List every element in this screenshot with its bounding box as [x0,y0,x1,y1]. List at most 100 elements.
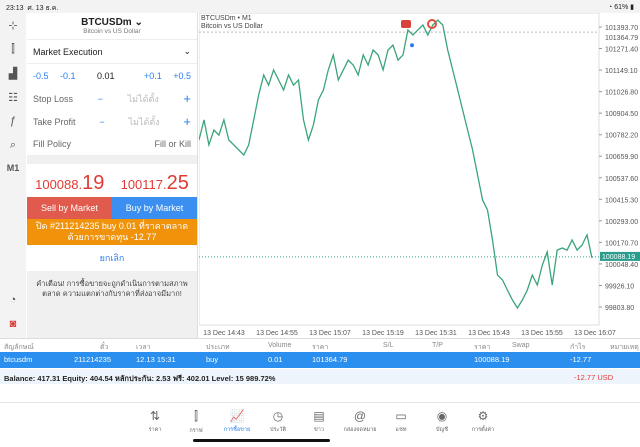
left-toolbar: ⊹ ⫿ ▟ ☷ ƒ ⌕ M1 ◔ ◙ [0,13,26,338]
nav-label: บัญชี [436,427,448,433]
balance-bar: Balance: 417.31 Equity: 404.54 หลักประกั… [0,369,640,384]
trade-chart-icon[interactable]: ◔ [9,294,17,306]
stop-loss-label: Stop Loss [33,93,74,104]
one-click-icon[interactable]: ◙ [9,318,17,330]
fill-policy-select[interactable]: Fill or Kill [154,139,191,149]
indicators-icon[interactable]: ▟ [8,68,18,80]
ask-main: 100117. [120,177,167,192]
clock: 23:13 [6,5,24,12]
x-tick-label: 13 Dec 15:07 [309,330,351,337]
y-tick-label: 100659.90 [605,154,638,161]
execution-label: Market Execution [33,46,103,57]
column-header[interactable]: T/P [432,342,443,349]
nav-chat[interactable]: ▭ แชท [381,409,421,434]
y-tick-label: 99926.10 [605,283,634,290]
table-cell: 12.13 15:31 [136,355,176,364]
nav-trade[interactable]: 📈 การซื้อขาย [217,409,257,434]
table-row[interactable]: btcusdm 211214235 12.13 15:31 buy 0.01 101364… [0,352,640,368]
nav-label: การตั้งค่า [471,427,495,433]
take-profit-label: Take Profit [33,116,76,127]
objects-icon[interactable]: ⌕ [9,139,17,151]
table-cell: 101364.79 [312,355,348,364]
battery: ◔ 61% ▮ [608,4,634,11]
column-header[interactable]: Swap [512,342,530,349]
column-header[interactable]: ตั๋ว [100,344,109,351]
y-tick-label: 101393.70 [605,25,638,32]
column-header[interactable]: สัญลักษณ์ [4,344,34,351]
buy-button[interactable]: Buy by Market [112,197,197,219]
account-icon: ◉ [436,409,448,423]
column-header[interactable]: ราคา [312,344,329,351]
step-plus-0-5[interactable]: +0.5 [173,70,191,81]
stop-loss-input[interactable]: ไม่ได้ตั้ง [127,93,159,104]
chart-icon: ⫿ [194,409,198,423]
function-icon[interactable]: ƒ [9,115,17,127]
chevron-down-icon: ⌄ [183,46,191,56]
symbol-selector[interactable]: BTCUSDm ⌄ Bitcoin vs US Dollar [27,13,197,40]
chevron-down-icon: ⌄ [134,17,143,28]
bid-price: 100088.19 [35,172,104,195]
table-cell: -12.77 [570,355,592,364]
y-tick-label: 100170.70 [605,240,638,247]
nav-mail[interactable]: @ กล่องจดหมาย [340,409,380,434]
timeframe[interactable]: M1 [6,163,20,173]
step-minus-0-1[interactable]: -0.1 [59,70,76,81]
tp-plus-button[interactable]: + [183,114,191,129]
bid-main: 100088. [35,177,83,192]
nav-label: ประวัติ [269,427,287,433]
last-price-badge [600,251,640,261]
nav-settings[interactable]: ⚙ การตั้งค่า [463,409,503,434]
tp-minus-button[interactable]: − [99,116,105,127]
status-bar: 23:13 ศ. 13 ธ.ค. ◔ 61% ▮ [0,0,640,13]
column-header[interactable]: กำไร [570,344,586,351]
open-price-label: 101364.79 [605,35,638,42]
column-header[interactable]: ประเภท [206,344,230,351]
positions-header: สัญลักษณ์ ตั๋ว เวลา ประเภท Volume ราคา S/L T/P ร… [0,338,640,352]
column-header[interactable]: เวลา [136,344,151,351]
y-tick-label: 100415.30 [605,197,638,204]
chart-title: BTCUSDm • M1 [201,15,252,22]
step-minus-0-5[interactable]: -0.5 [33,70,49,81]
chat-icon: ▭ [395,409,407,423]
nav-label: ข่าว [314,427,324,433]
table-cell: 0.01 [268,355,283,364]
y-tick-label: 100904.50 [605,111,638,118]
cancel-button[interactable]: ยกเลิก [27,245,197,271]
column-header[interactable]: S/L [383,342,394,349]
chart-subtitle: Bitcoin vs US Dollar [201,23,263,30]
total-profit: -12.77 USD [574,373,614,382]
column-header[interactable]: Volume [268,342,292,349]
price-display: 100088.19 100117.25 [27,164,197,197]
nav-news[interactable]: ▤ ข่าว [299,409,339,434]
x-tick-label: 13 Dec 14:43 [203,330,245,337]
take-profit-input[interactable]: ไม่ได้ตั้ง [128,116,160,127]
close-position-notice[interactable]: ปิด #211214235 buy 0.01 ที่ราคาตลาดด้วยก… [27,219,197,245]
ask-big: 25 [166,172,189,194]
nav-quotes[interactable]: ⇅ ราคา [135,409,175,434]
column-header[interactable]: ราคา [474,344,491,351]
symbol-description: Bitcoin vs US Dollar [83,28,141,35]
nav-label: แชท [395,427,407,433]
candles-icon[interactable]: ⫿ [11,43,15,55]
nav-account[interactable]: ◉ บัญชี [422,409,462,434]
execution-select[interactable]: Market Execution ⌄ [27,40,197,64]
trade-icon: 📈 [229,409,245,423]
sliders-icon[interactable]: ☷ [8,92,18,104]
y-tick-label: 101149.10 [605,68,638,75]
date: ศ. 13 ธ.ค. [27,5,59,12]
volume-input[interactable]: 0.01 [96,70,115,81]
one-click-trading-icon[interactable] [401,20,411,28]
nav-chart[interactable]: ⫿ กราฟ [176,409,216,435]
sl-minus-button[interactable]: − [97,93,103,104]
step-plus-0-1[interactable]: +0.1 [143,70,162,81]
sl-plus-button[interactable]: + [183,91,191,106]
column-header[interactable]: หมายเหตุ [610,344,639,351]
signal-icon[interactable] [427,19,437,29]
table-cell: 100088.19 [474,355,510,364]
nav-history[interactable]: ◷ ประวัติ [258,409,298,434]
trade-marker[interactable] [410,43,414,48]
nav-label: กล่องจดหมาย [343,427,377,433]
price-chart[interactable]: 101393.70 101271.40 101149.10 101026.80 1009… [198,12,640,338]
crosshair-icon[interactable]: ⊹ [8,20,18,32]
sell-button[interactable]: Sell by Market [27,197,112,219]
